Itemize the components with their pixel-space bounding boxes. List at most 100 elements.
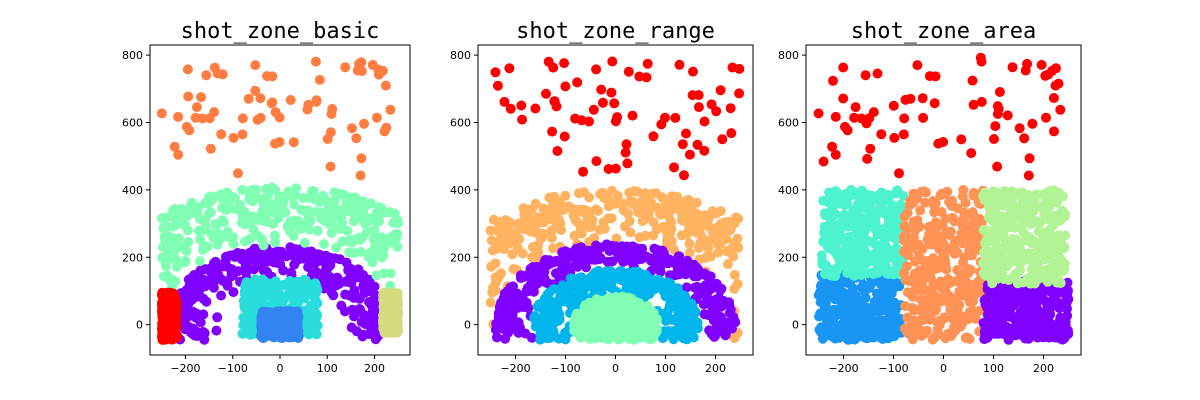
point — [393, 218, 404, 228]
point — [1058, 323, 1069, 334]
point — [1043, 315, 1054, 326]
point — [928, 230, 938, 241]
point — [358, 329, 368, 340]
point — [681, 282, 692, 293]
point — [497, 305, 508, 316]
point — [993, 307, 1004, 317]
point — [824, 280, 835, 290]
point — [274, 137, 285, 147]
point — [910, 280, 921, 291]
point — [849, 324, 860, 335]
point — [1013, 257, 1024, 268]
point — [610, 241, 621, 252]
series-4 — [490, 56, 745, 181]
point — [303, 99, 314, 110]
point — [891, 242, 902, 253]
point — [347, 237, 358, 248]
point — [222, 226, 233, 237]
point — [351, 133, 362, 144]
point — [824, 317, 834, 328]
point — [631, 243, 642, 254]
point — [1050, 241, 1061, 252]
point — [658, 248, 669, 259]
point — [1005, 298, 1016, 308]
point — [285, 242, 296, 253]
point — [717, 134, 728, 145]
x-tick-label: 100 — [655, 362, 676, 375]
point — [493, 218, 504, 229]
point — [262, 190, 273, 201]
point — [1027, 295, 1038, 306]
point — [305, 215, 316, 226]
point — [156, 323, 167, 334]
point — [185, 327, 196, 338]
point — [198, 225, 209, 236]
point — [201, 296, 212, 307]
point — [714, 221, 725, 232]
point — [548, 243, 559, 254]
point — [911, 304, 922, 315]
point — [549, 96, 560, 107]
point — [367, 59, 378, 70]
x-tick-label: 0 — [612, 362, 619, 375]
point — [683, 194, 694, 205]
point — [1025, 320, 1036, 331]
point — [733, 242, 744, 253]
point — [274, 112, 285, 123]
point — [383, 303, 394, 314]
point — [681, 128, 691, 139]
point — [584, 192, 595, 203]
point — [363, 213, 374, 224]
point — [539, 273, 550, 284]
series-2 — [899, 185, 989, 345]
point — [243, 93, 254, 104]
point — [248, 289, 259, 300]
point — [842, 268, 853, 278]
point — [340, 62, 351, 73]
point — [244, 234, 255, 245]
point — [521, 285, 532, 296]
point — [320, 250, 331, 261]
x-tick-label: 200 — [705, 362, 726, 375]
point — [713, 247, 724, 258]
point — [1008, 271, 1019, 282]
point — [503, 222, 514, 233]
point — [541, 88, 551, 99]
point — [669, 270, 680, 281]
point — [531, 261, 542, 272]
point — [925, 255, 936, 266]
point — [326, 228, 337, 238]
point — [587, 315, 597, 326]
y-tick-label: 800 — [450, 49, 471, 62]
point — [559, 131, 570, 142]
point — [702, 271, 713, 282]
point — [856, 194, 867, 205]
point — [164, 251, 175, 262]
point — [373, 69, 384, 80]
point — [493, 226, 504, 237]
point — [342, 225, 353, 236]
point — [205, 263, 215, 274]
point — [299, 237, 310, 248]
point — [677, 332, 688, 343]
point — [957, 191, 968, 202]
point — [857, 295, 868, 306]
point — [537, 322, 548, 333]
point — [1033, 257, 1044, 268]
point — [1002, 327, 1013, 338]
point — [832, 234, 843, 244]
point — [1054, 303, 1065, 313]
point — [515, 273, 526, 283]
x-tick-label: 100 — [317, 362, 338, 375]
point — [245, 329, 256, 340]
point — [706, 99, 717, 110]
point — [243, 255, 254, 266]
point — [678, 202, 689, 213]
point — [937, 221, 948, 232]
point — [495, 269, 506, 279]
point — [179, 320, 190, 331]
point — [355, 246, 366, 257]
point — [259, 216, 270, 226]
point — [581, 218, 592, 228]
